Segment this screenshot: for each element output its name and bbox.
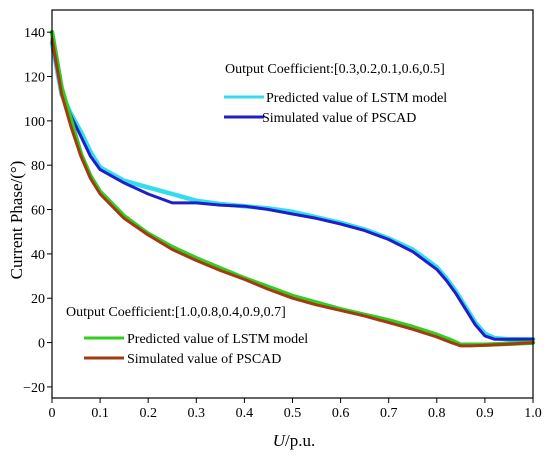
series-line-group2-pscad bbox=[50, 37, 535, 348]
y-tick-label: 0 bbox=[38, 337, 45, 352]
x-tick-label: 0 bbox=[49, 406, 56, 421]
legend-bottom: Predicted value of LSTM model Simulated … bbox=[84, 332, 308, 367]
series-line-group1-pscad bbox=[50, 39, 535, 341]
y-tick-label: 60 bbox=[31, 204, 45, 219]
x-tick-label: 0.8 bbox=[428, 406, 446, 421]
x-tick-label: 0.9 bbox=[476, 406, 494, 421]
legend-bottom-label-pscad: Simulated value of PSCAD bbox=[127, 352, 281, 367]
legend-top: Predicted value of LSTM model Simulated … bbox=[224, 91, 447, 126]
x-tick-label: 0.6 bbox=[332, 406, 350, 421]
annotation-top: Output Coefficient:[0.3,0.2,0.1,0.6,0.5] bbox=[225, 62, 445, 77]
y-tick-label: 20 bbox=[31, 292, 45, 307]
y-tick-label: −20 bbox=[23, 381, 45, 396]
x-tick-label: 0.7 bbox=[380, 406, 398, 421]
x-tick-label: 0.2 bbox=[139, 406, 157, 421]
annotation-bottom: Output Coefficient:[1.0,0.8,0.4,0.9,0.7] bbox=[66, 305, 286, 320]
x-tick-label: 0.3 bbox=[188, 406, 206, 421]
legend-top-label-lstm: Predicted value of LSTM model bbox=[266, 91, 447, 106]
x-tick-label: 0.5 bbox=[284, 406, 302, 421]
plot-lines bbox=[49, 29, 536, 348]
axis-ticks: 0 0.1 0.2 0.3 0.4 0.5 0.6 0.7 0.8 0.9 1.0 −20 0 20 40 6… bbox=[23, 26, 542, 421]
y-tick-label: 40 bbox=[31, 248, 45, 263]
x-axis-title: U/p.u. bbox=[273, 431, 316, 450]
y-tick-label: 80 bbox=[31, 159, 45, 174]
legend-bottom-label-lstm: Predicted value of LSTM model bbox=[127, 332, 308, 347]
y-tick-label: 100 bbox=[24, 115, 45, 130]
y-tick-label: 140 bbox=[24, 26, 45, 41]
legend-top-label-pscad: Simulated value of PSCAD bbox=[262, 111, 416, 126]
y-axis-title: Current Phase/(°) bbox=[7, 161, 26, 280]
x-tick-label: 1.0 bbox=[524, 406, 542, 421]
x-axis-title-variable: U bbox=[273, 431, 287, 450]
x-axis-title-unit: /p.u. bbox=[285, 431, 315, 450]
x-tick-label: 0.4 bbox=[236, 406, 254, 421]
x-tick-label: 0.1 bbox=[91, 406, 109, 421]
y-tick-label: 120 bbox=[24, 71, 45, 86]
